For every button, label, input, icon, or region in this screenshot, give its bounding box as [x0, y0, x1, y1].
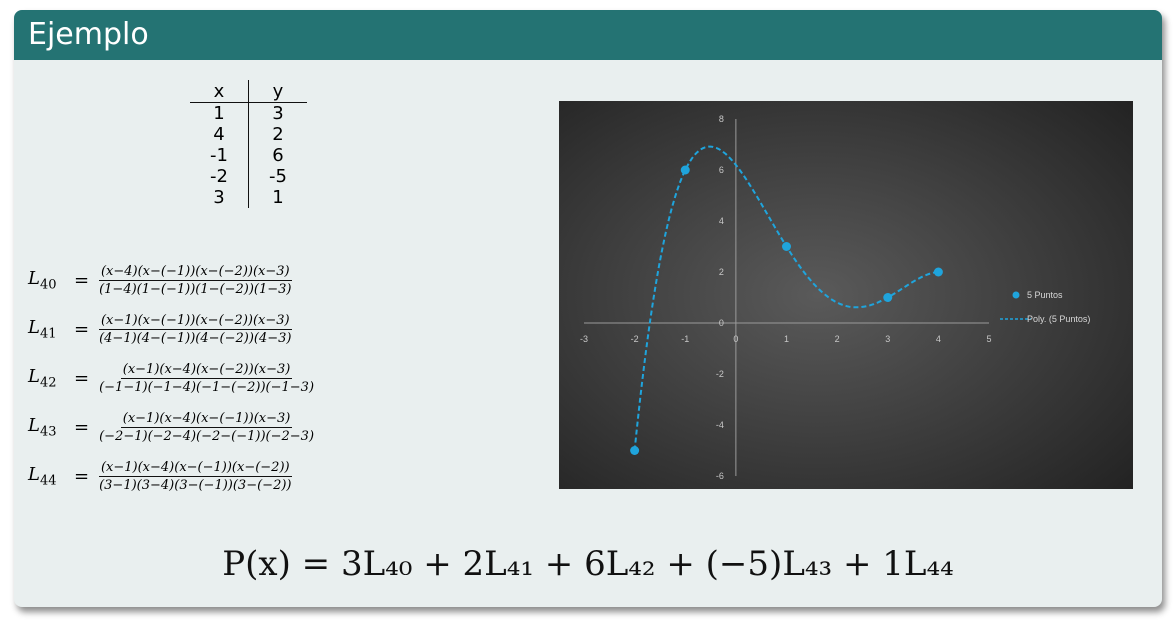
y-tick-label: 8 — [719, 114, 724, 124]
example-block: Ejemplo x y 1 3 4 2 -1 6 -2 -5 3 1 L40 = — [14, 10, 1162, 607]
legend-label: 5 Puntos — [1027, 290, 1063, 300]
legend-label: Poly. (5 Puntos) — [1027, 314, 1090, 324]
numerator: (x−1)(x−4)(x−(−2))(x−3) — [120, 362, 293, 379]
formula-label: L41 — [28, 317, 57, 342]
y-tick-label: -4 — [716, 420, 724, 430]
data-point — [933, 267, 943, 277]
polynomial-formula: P(x) = 3L₄₀ + 2L₄₁ + 6L₄₂ + (−5)L₄₃ + 1L… — [222, 544, 954, 584]
x-tick-label: 4 — [936, 334, 941, 344]
formula-label: L43 — [28, 415, 57, 440]
table-cell: 6 — [272, 145, 284, 166]
table-cell: -1 — [190, 145, 249, 166]
denominator: (4−1)(4−(−1))(4−(−2))(4−3) — [99, 331, 292, 346]
block-title: Ejemplo — [14, 10, 1162, 60]
fraction: (x−4)(x−(−1))(x−(−2))(x−3) (1−4)(1−(−1))… — [97, 264, 293, 297]
table-row: -1 6 — [190, 145, 307, 166]
table-cell: 3 — [190, 187, 249, 208]
fraction: (x−1)(x−4)(x−(−2))(x−3) (−1−1)(−1−4)(−1−… — [97, 362, 316, 395]
formula-label: L42 — [28, 366, 57, 391]
formula-row: L44 = (x−1)(x−4)(x−(−1))(x−(−2)) (3−1)(3… — [28, 452, 316, 501]
table-cell: 2 — [272, 124, 284, 145]
table-row: 3 1 — [190, 187, 307, 208]
data-point — [883, 293, 893, 302]
fraction: (x−1)(x−4)(x−(−1))(x−3) (−2−1)(−2−4)(−2−… — [97, 411, 316, 444]
table-row: -2 -5 — [190, 166, 307, 187]
legend-marker — [1012, 291, 1020, 299]
fraction: (x−1)(x−4)(x−(−1))(x−(−2)) (3−1)(3−4)(3−… — [97, 460, 293, 493]
table-cell: 4 — [190, 124, 249, 145]
formula-row: L42 = (x−1)(x−4)(x−(−2))(x−3) (−1−1)(−1−… — [28, 354, 316, 403]
fraction: (x−1)(x−(−1))(x−(−2))(x−3) (4−1)(4−(−1))… — [97, 313, 293, 346]
denominator: (3−1)(3−4)(3−(−1))(3−(−2)) — [99, 478, 292, 493]
x-tick-label: -1 — [681, 334, 689, 344]
table-cell: -2 — [190, 166, 249, 187]
table-cell: 1 — [272, 187, 284, 208]
y-tick-label: 2 — [719, 267, 724, 277]
x-tick-label: 3 — [885, 334, 890, 344]
table-header-y: y — [248, 80, 307, 103]
equals-sign: = — [74, 368, 90, 389]
x-tick-label: 2 — [835, 334, 840, 344]
polynomial-chart: -3 -2 -1 0 1 2 3 4 5 -6 -4 -2 0 2 4 6 8 5 Puntos Poly. (5… — [559, 101, 1133, 489]
numerator: (x−4)(x−(−1))(x−(−2))(x−3) — [98, 264, 292, 281]
formula-row: L40 = (x−4)(x−(−1))(x−(−2))(x−3) (1−4)(1… — [28, 256, 316, 305]
denominator: (−1−1)(−1−4)(−1−(−2))(−1−3) — [99, 380, 315, 395]
data-table: x y 1 3 4 2 -1 6 -2 -5 3 1 — [190, 80, 307, 208]
denominator: (−2−1)(−2−4)(−2−(−1))(−2−3) — [99, 429, 315, 444]
formula-label: L40 — [28, 268, 57, 293]
data-point — [782, 242, 791, 251]
equals-sign: = — [74, 270, 90, 291]
equals-sign: = — [74, 417, 90, 438]
table-cell: 3 — [272, 103, 284, 124]
numerator: (x−1)(x−(−1))(x−(−2))(x−3) — [98, 313, 292, 330]
formula-row: L43 = (x−1)(x−4)(x−(−1))(x−3) (−2−1)(−2−… — [28, 403, 316, 452]
denominator: (1−4)(1−(−1))(1−(−2))(1−3) — [99, 282, 292, 297]
table-row: 1 3 — [190, 102, 307, 124]
y-tick-label: 0 — [719, 318, 724, 328]
table-row: 4 2 — [190, 124, 307, 145]
table-cell: 1 — [190, 102, 249, 124]
numerator: (x−1)(x−4)(x−(−1))(x−(−2)) — [98, 460, 292, 477]
y-tick-label: 6 — [719, 165, 724, 175]
table-header-x: x — [190, 80, 249, 103]
x-tick-label: 0 — [733, 334, 738, 344]
formula-label: L44 — [28, 464, 57, 489]
numerator: (x−1)(x−4)(x−(−1))(x−3) — [120, 411, 293, 428]
data-point — [680, 165, 690, 175]
equals-sign: = — [74, 319, 90, 340]
x-tick-label: 5 — [986, 334, 991, 344]
lagrange-formulas: L40 = (x−4)(x−(−1))(x−(−2))(x−3) (1−4)(1… — [28, 256, 316, 501]
equals-sign: = — [74, 466, 90, 487]
x-tick-label: -3 — [580, 334, 588, 344]
formula-row: L41 = (x−1)(x−(−1))(x−(−2))(x−3) (4−1)(4… — [28, 305, 316, 354]
y-tick-label: -2 — [716, 369, 724, 379]
x-tick-label: -2 — [631, 334, 639, 344]
data-point — [630, 446, 640, 455]
x-tick-label: 1 — [784, 334, 789, 344]
y-tick-label: -6 — [716, 471, 724, 481]
table-header-row: x y — [190, 80, 307, 103]
table-cell: -5 — [269, 166, 287, 187]
y-tick-label: 4 — [719, 216, 724, 226]
